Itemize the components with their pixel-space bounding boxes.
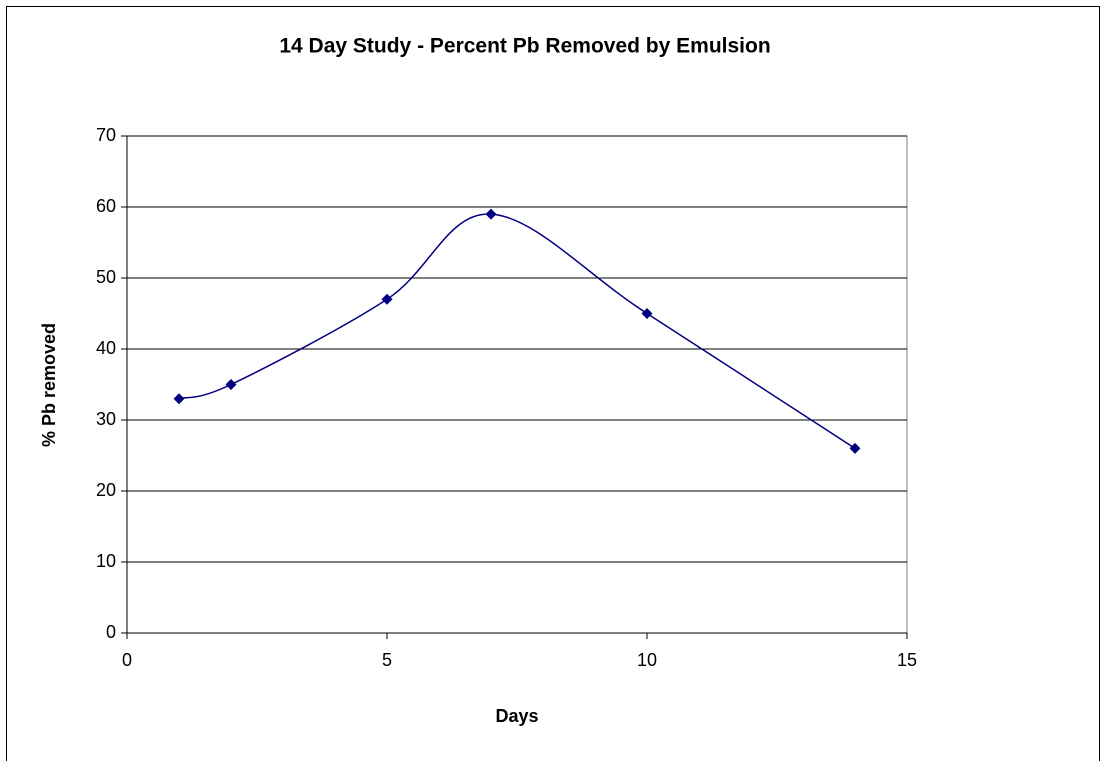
data-point	[641, 308, 653, 319]
y-tick-label: 20	[96, 480, 116, 500]
y-tick-label: 70	[96, 125, 116, 145]
series-line	[178, 213, 856, 450]
data-point	[173, 393, 185, 405]
data-point	[849, 442, 861, 454]
y-tick-label: 10	[96, 551, 116, 571]
chart-title: 14 Day Study - Percent Pb Removed by Emu…	[279, 35, 770, 58]
y-tick-label: 60	[96, 196, 116, 216]
x-axis-label: Days	[495, 706, 538, 726]
data-point	[381, 293, 393, 305]
plot-area	[126, 135, 908, 634]
data-point	[485, 208, 497, 220]
x-tick-label: 5	[382, 650, 392, 670]
x-tick-label: 10	[637, 650, 657, 670]
y-tick-label: 50	[96, 267, 116, 287]
y-tick-label: 0	[106, 622, 116, 642]
y-tick-label: 40	[96, 338, 116, 358]
y-axis-label: % Pb removed	[39, 323, 59, 447]
x-tick-label: 0	[122, 650, 132, 670]
y-tick-label: 30	[96, 409, 116, 429]
x-tick-label: 15	[897, 650, 917, 670]
data-point	[225, 379, 237, 390]
